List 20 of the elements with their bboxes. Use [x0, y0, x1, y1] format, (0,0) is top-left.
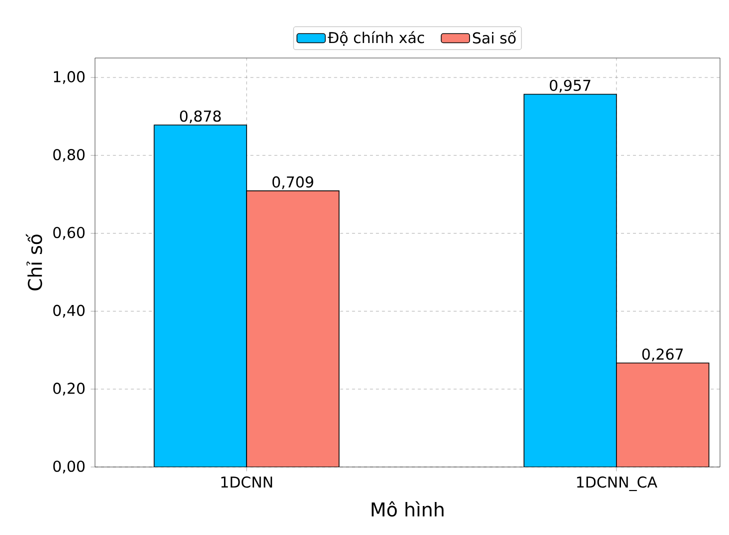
y-tick-label: 0,00 — [53, 460, 85, 474]
bar — [616, 362, 710, 467]
data-label: 0,957 — [550, 80, 590, 93]
y-tick-label: 0,60 — [53, 226, 85, 240]
y-axis-title: Chỉ số — [26, 234, 42, 290]
data-label: 0,267 — [642, 348, 683, 362]
y-tick-label: 0,40 — [53, 304, 85, 318]
data-label: 0,709 — [272, 176, 314, 190]
y-tick-label: 0,80 — [53, 148, 85, 162]
x-tick-label: 1DCNN_CA — [577, 476, 658, 492]
bar — [154, 124, 248, 467]
y-tick-label: 1,00 — [54, 71, 85, 84]
bar — [246, 190, 340, 467]
x-axis-title: Mô hình — [372, 501, 444, 517]
y-tick-label: 0,20 — [53, 382, 85, 396]
data-label: 0,878 — [180, 110, 221, 124]
x-tick-label: 1DCNN — [221, 476, 272, 488]
bar — [524, 94, 617, 467]
legend-label: Sai số — [472, 30, 516, 44]
legend-label: Độ chính xác — [328, 31, 424, 46]
